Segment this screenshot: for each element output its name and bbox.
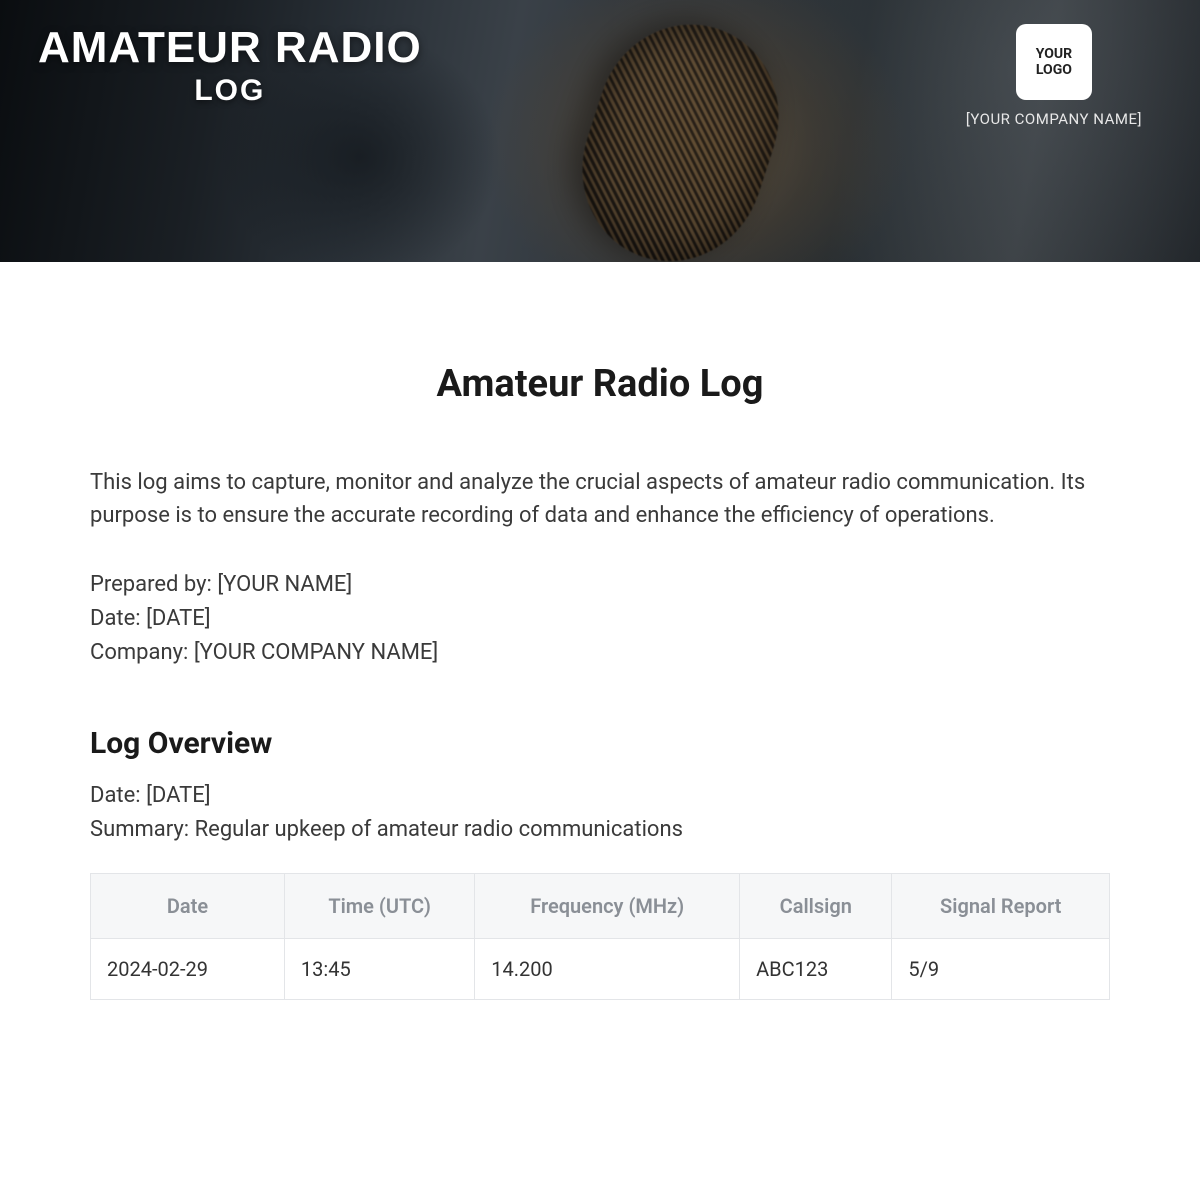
col-frequency: Frequency (MHz) — [475, 874, 740, 939]
document-content: Amateur Radio Log This log aims to captu… — [0, 262, 1200, 1040]
cell-frequency: 14.200 — [475, 939, 740, 1000]
col-signal-report: Signal Report — [892, 874, 1110, 939]
company-label: Company: — [90, 640, 194, 665]
logo-placeholder: YOUR LOGO — [1016, 24, 1092, 100]
col-callsign: Callsign — [740, 874, 892, 939]
log-table: Date Time (UTC) Frequency (MHz) Callsign… — [90, 873, 1110, 1000]
log-overview-heading: Log Overview — [90, 726, 1110, 761]
col-time: Time (UTC) — [284, 874, 474, 939]
intro-paragraph: This log aims to capture, monitor and an… — [90, 466, 1110, 532]
hero-banner: AMATEUR RADIO LOG YOUR LOGO [YOUR COMPAN… — [0, 0, 1200, 262]
col-date: Date — [91, 874, 285, 939]
cell-callsign: ABC123 — [740, 939, 892, 1000]
company-value: [YOUR COMPANY NAME] — [194, 640, 438, 665]
hero-title-block: AMATEUR RADIO LOG — [38, 26, 422, 108]
date-label: Date: — [90, 606, 146, 631]
overview-date-value: [DATE] — [146, 783, 210, 808]
overview-summary-label: Summary: — [90, 817, 195, 842]
prepared-by-value: [YOUR NAME] — [217, 572, 352, 597]
hero-title-line1: AMATEUR RADIO — [38, 26, 422, 70]
date-line: Date: [DATE] — [90, 602, 1110, 636]
overview-date-line: Date: [DATE] — [90, 779, 1110, 813]
table-row: 2024-02-29 13:45 14.200 ABC123 5/9 — [91, 939, 1110, 1000]
cell-date: 2024-02-29 — [91, 939, 285, 1000]
prepared-by-label: Prepared by: — [90, 572, 217, 597]
overview-summary-value: Regular upkeep of amateur radio communic… — [195, 817, 683, 842]
date-value: [DATE] — [146, 606, 210, 631]
logo-text-line1: YOUR — [1036, 46, 1072, 62]
cell-time: 13:45 — [284, 939, 474, 1000]
hero-company-name: [YOUR COMPANY NAME] — [966, 110, 1142, 128]
logo-text-line2: LOGO — [1036, 62, 1072, 78]
page-title: Amateur Radio Log — [90, 362, 1110, 406]
prepared-by-line: Prepared by: [YOUR NAME] — [90, 568, 1110, 602]
cell-signal-report: 5/9 — [892, 939, 1110, 1000]
overview-summary-line: Summary: Regular upkeep of amateur radio… — [90, 813, 1110, 847]
overview-date-label: Date: — [90, 783, 146, 808]
hero-logo-block: YOUR LOGO [YOUR COMPANY NAME] — [966, 24, 1142, 128]
company-line: Company: [YOUR COMPANY NAME] — [90, 636, 1110, 670]
hero-title-line2: LOG — [38, 74, 422, 108]
table-header-row: Date Time (UTC) Frequency (MHz) Callsign… — [91, 874, 1110, 939]
